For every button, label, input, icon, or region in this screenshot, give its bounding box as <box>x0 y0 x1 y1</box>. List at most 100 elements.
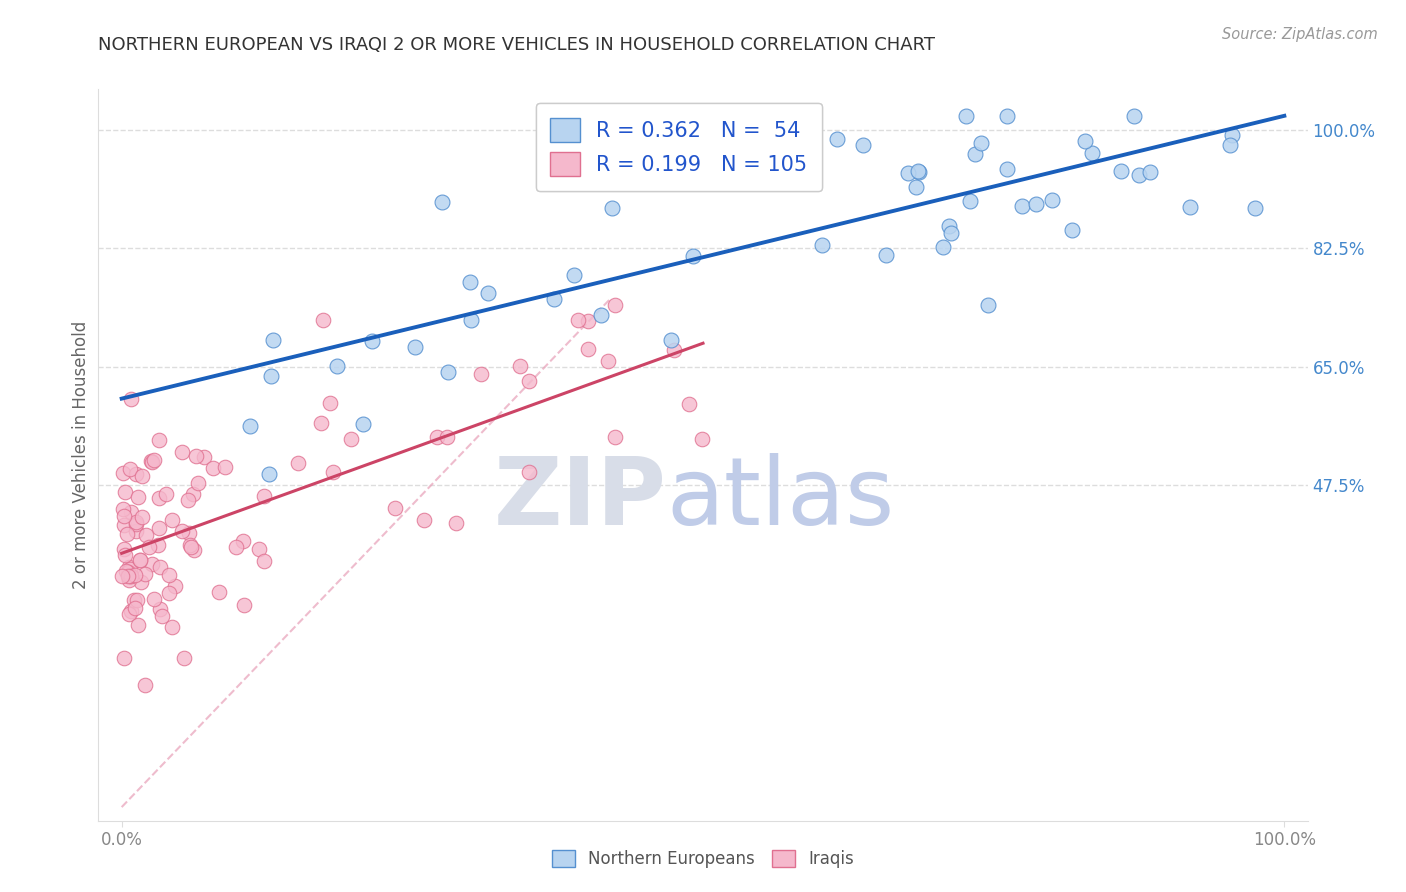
Point <box>361 334 384 348</box>
Point <box>117 573 139 587</box>
Point <box>141 557 163 571</box>
Point <box>603 298 626 312</box>
Point <box>148 538 170 552</box>
Point <box>598 353 620 368</box>
Point <box>1219 138 1241 153</box>
Point <box>142 592 165 607</box>
Point <box>118 607 141 622</box>
Point <box>150 609 173 624</box>
Point <box>963 147 986 161</box>
Point <box>225 540 247 554</box>
Point <box>257 467 280 481</box>
Point <box>969 136 991 151</box>
Point <box>430 195 453 210</box>
Point <box>120 568 142 582</box>
Point <box>141 455 163 469</box>
Point <box>1011 199 1033 213</box>
Point <box>875 248 897 262</box>
Y-axis label: 2 or more Vehicles in Household: 2 or more Vehicles in Household <box>72 321 90 589</box>
Point <box>117 569 139 583</box>
Point <box>904 180 927 194</box>
Point <box>260 368 283 383</box>
Point <box>214 460 236 475</box>
Point <box>955 109 977 123</box>
Point <box>131 509 153 524</box>
Point <box>995 109 1018 123</box>
Point <box>404 340 426 354</box>
Point <box>112 542 135 557</box>
Point <box>589 308 612 322</box>
Point <box>112 650 135 665</box>
Point <box>426 430 449 444</box>
Point <box>170 445 193 459</box>
Point <box>412 513 434 527</box>
Point <box>460 275 482 289</box>
Point <box>1074 134 1097 148</box>
Point <box>112 509 135 524</box>
Point <box>1025 196 1047 211</box>
Point <box>184 450 207 464</box>
Point <box>233 598 256 612</box>
Point <box>183 486 205 500</box>
Point <box>825 132 848 146</box>
Point <box>543 293 565 307</box>
Point <box>318 396 340 410</box>
Point <box>312 312 335 326</box>
Point <box>148 433 170 447</box>
Point <box>897 166 920 180</box>
Point <box>384 501 406 516</box>
Point <box>122 592 145 607</box>
Point <box>576 342 599 356</box>
Legend: R = 0.362   N =  54, R = 0.199   N = 105: R = 0.362 N = 54, R = 0.199 N = 105 <box>536 103 823 191</box>
Point <box>148 491 170 506</box>
Point <box>682 249 704 263</box>
Point <box>1128 169 1150 183</box>
Point <box>603 430 626 444</box>
Point <box>149 560 172 574</box>
Point <box>932 240 955 254</box>
Point <box>769 148 792 162</box>
Point <box>253 553 276 567</box>
Point <box>115 527 138 541</box>
Point <box>124 600 146 615</box>
Point <box>139 453 162 467</box>
Point <box>115 564 138 578</box>
Point <box>995 162 1018 177</box>
Point <box>173 651 195 665</box>
Point <box>238 418 260 433</box>
Point <box>134 566 156 581</box>
Point <box>567 313 589 327</box>
Point <box>460 313 482 327</box>
Point <box>149 601 172 615</box>
Point <box>564 268 586 282</box>
Point <box>172 524 194 538</box>
Point <box>118 569 141 583</box>
Point <box>938 219 960 233</box>
Point <box>477 285 499 300</box>
Point <box>811 238 834 252</box>
Point <box>519 465 541 479</box>
Point <box>138 540 160 554</box>
Point <box>114 548 136 562</box>
Point <box>129 553 152 567</box>
Point <box>187 475 209 490</box>
Text: NORTHERN EUROPEAN VS IRAQI 2 OR MORE VEHICLES IN HOUSEHOLD CORRELATION CHART: NORTHERN EUROPEAN VS IRAQI 2 OR MORE VEH… <box>98 36 935 54</box>
Point <box>180 540 202 554</box>
Point <box>120 505 142 519</box>
Point <box>177 525 200 540</box>
Point <box>1040 193 1063 207</box>
Point <box>797 109 820 123</box>
Point <box>111 466 134 480</box>
Point <box>309 416 332 430</box>
Point <box>125 516 148 531</box>
Point <box>165 579 187 593</box>
Point <box>125 515 148 529</box>
Point <box>127 490 149 504</box>
Point <box>155 487 177 501</box>
Text: atlas: atlas <box>666 453 896 545</box>
Point <box>1244 201 1267 215</box>
Text: Source: ZipAtlas.com: Source: ZipAtlas.com <box>1222 27 1378 42</box>
Point <box>1109 164 1132 178</box>
Point <box>208 585 231 599</box>
Point <box>959 194 981 208</box>
